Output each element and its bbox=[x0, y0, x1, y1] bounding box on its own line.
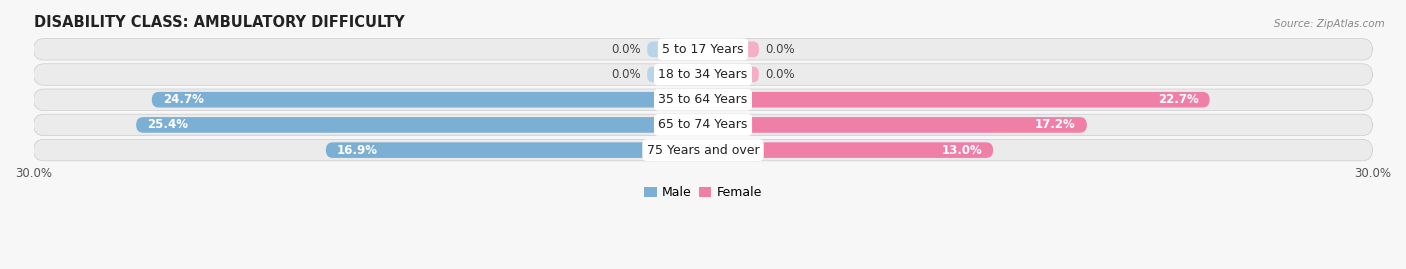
FancyBboxPatch shape bbox=[34, 39, 1372, 60]
Text: 0.0%: 0.0% bbox=[610, 43, 641, 56]
Text: 0.0%: 0.0% bbox=[610, 68, 641, 81]
Text: 18 to 34 Years: 18 to 34 Years bbox=[658, 68, 748, 81]
FancyBboxPatch shape bbox=[34, 89, 1372, 111]
FancyBboxPatch shape bbox=[34, 139, 1372, 161]
FancyBboxPatch shape bbox=[647, 67, 703, 82]
Text: 22.7%: 22.7% bbox=[1157, 93, 1198, 106]
Text: 17.2%: 17.2% bbox=[1035, 118, 1076, 132]
Text: 24.7%: 24.7% bbox=[163, 93, 204, 106]
FancyBboxPatch shape bbox=[152, 92, 703, 108]
Text: 0.0%: 0.0% bbox=[765, 43, 796, 56]
FancyBboxPatch shape bbox=[647, 41, 703, 57]
FancyBboxPatch shape bbox=[326, 142, 703, 158]
Text: 16.9%: 16.9% bbox=[337, 144, 378, 157]
FancyBboxPatch shape bbox=[703, 41, 759, 57]
Text: 75 Years and over: 75 Years and over bbox=[647, 144, 759, 157]
FancyBboxPatch shape bbox=[703, 117, 1087, 133]
Text: 35 to 64 Years: 35 to 64 Years bbox=[658, 93, 748, 106]
FancyBboxPatch shape bbox=[136, 117, 703, 133]
FancyBboxPatch shape bbox=[703, 142, 993, 158]
FancyBboxPatch shape bbox=[34, 114, 1372, 136]
Text: 65 to 74 Years: 65 to 74 Years bbox=[658, 118, 748, 132]
FancyBboxPatch shape bbox=[703, 67, 759, 82]
Text: 5 to 17 Years: 5 to 17 Years bbox=[662, 43, 744, 56]
Text: 0.0%: 0.0% bbox=[765, 68, 796, 81]
Text: 25.4%: 25.4% bbox=[148, 118, 188, 132]
Text: Source: ZipAtlas.com: Source: ZipAtlas.com bbox=[1274, 19, 1385, 29]
Text: DISABILITY CLASS: AMBULATORY DIFFICULTY: DISABILITY CLASS: AMBULATORY DIFFICULTY bbox=[34, 15, 404, 30]
Legend: Male, Female: Male, Female bbox=[640, 181, 766, 204]
Text: 13.0%: 13.0% bbox=[941, 144, 981, 157]
FancyBboxPatch shape bbox=[703, 92, 1209, 108]
FancyBboxPatch shape bbox=[34, 64, 1372, 85]
